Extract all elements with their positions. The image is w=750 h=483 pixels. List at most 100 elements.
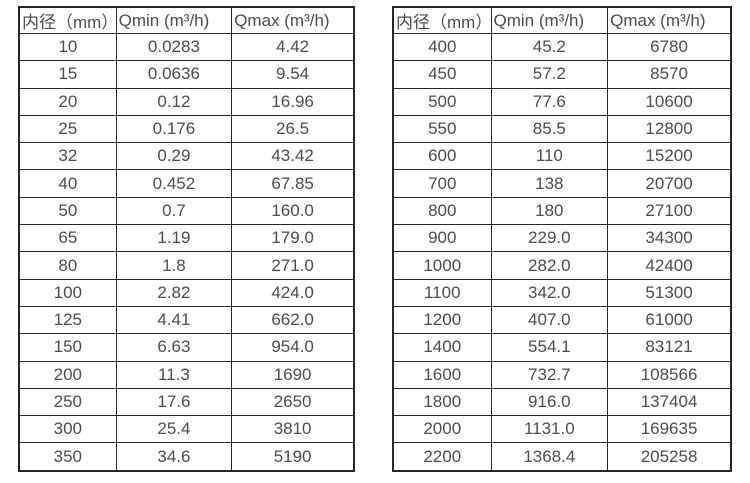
table-cell: 0.12 xyxy=(115,87,233,116)
table-cell: 1131.0 xyxy=(490,415,609,444)
column-header: Qmax (m³/h) xyxy=(231,6,355,34)
table-cell: 0.452 xyxy=(115,169,233,198)
table-cell: 160.0 xyxy=(231,196,355,226)
column-header: Qmax (m³/h) xyxy=(607,6,732,34)
table-row: 1400 554.1 83121 xyxy=(392,333,732,362)
table-row: 200 11.3 1690 xyxy=(18,360,355,389)
header-row: 内径（mm） Qmin (m³/h) Qmax (m³/h) xyxy=(18,6,355,34)
table-row: 500 77.6 10600 xyxy=(392,87,732,116)
table-row: 700 138 20700 xyxy=(392,169,732,198)
table-row: 32 0.29 43.42 xyxy=(18,142,355,171)
table-cell: 282.0 xyxy=(490,251,609,280)
column-header: 内径（mm） xyxy=(392,6,492,34)
flow-table-large-diameters: 内径（mm） Qmin (m³/h) Qmax (m³/h) 400 45.2 6780 4… xyxy=(392,6,732,472)
table-cell: 800 xyxy=(392,196,492,226)
table-row: 25 0.176 26.5 xyxy=(18,114,355,144)
table-row: 40 0.452 67.85 xyxy=(18,169,355,198)
table-row: 900 229.0 34300 xyxy=(392,224,732,253)
table-row: 550 85.5 12800 xyxy=(392,114,732,144)
table-cell: 700 xyxy=(392,169,492,198)
table-cell: 0.7 xyxy=(115,196,233,226)
table-cell: 1.8 xyxy=(115,251,233,280)
table-cell: 61000 xyxy=(607,305,732,335)
table-cell: 32 xyxy=(18,142,117,171)
table-cell: 125 xyxy=(18,305,117,335)
table-row: 2000 1131.0 169635 xyxy=(392,415,732,444)
table-row: 20 0.12 16.96 xyxy=(18,87,355,116)
table-cell: 1690 xyxy=(231,360,355,389)
table-cell: 16.96 xyxy=(231,87,355,116)
table-cell: 1800 xyxy=(392,387,492,417)
table-cell: 6780 xyxy=(607,32,732,62)
table-cell: 0.29 xyxy=(115,142,233,171)
table-cell: 2.82 xyxy=(115,278,233,307)
table-cell: 2650 xyxy=(231,387,355,417)
table-cell: 25.4 xyxy=(115,415,233,444)
table-row: 400 45.2 6780 xyxy=(392,32,732,62)
table-row: 300 25.4 3810 xyxy=(18,415,355,444)
table-cell: 50 xyxy=(18,196,117,226)
table-cell: 34.6 xyxy=(115,442,233,472)
table-cell: 2200 xyxy=(392,442,492,472)
table-cell: 271.0 xyxy=(231,251,355,280)
table-cell: 554.1 xyxy=(490,333,609,362)
table-cell: 40 xyxy=(18,169,117,198)
table-cell: 25 xyxy=(18,114,117,144)
table-cell: 1100 xyxy=(392,278,492,307)
table-cell: 150 xyxy=(18,333,117,362)
table-cell: 110 xyxy=(490,142,609,171)
table-cell: 205258 xyxy=(607,442,732,472)
table-cell: 916.0 xyxy=(490,387,609,417)
table-row: 50 0.7 160.0 xyxy=(18,196,355,226)
table-cell: 600 xyxy=(392,142,492,171)
table-row: 1200 407.0 61000 xyxy=(392,305,732,335)
table-row: 800 180 27100 xyxy=(392,196,732,226)
table-cell: 100 xyxy=(18,278,117,307)
table-cell: 400 xyxy=(392,32,492,62)
table-cell: 57.2 xyxy=(490,60,609,89)
table-cell: 42400 xyxy=(607,251,732,280)
table-cell: 80 xyxy=(18,251,117,280)
table-cell: 2000 xyxy=(392,415,492,444)
table-cell: 9.54 xyxy=(231,60,355,89)
header-row: 内径（mm） Qmin (m³/h) Qmax (m³/h) xyxy=(392,6,732,34)
table-cell: 900 xyxy=(392,224,492,253)
table-cell: 10600 xyxy=(607,87,732,116)
table-cell: 1200 xyxy=(392,305,492,335)
column-header: Qmin (m³/h) xyxy=(115,6,233,34)
table-row: 450 57.2 8570 xyxy=(392,60,732,89)
table-cell: 27100 xyxy=(607,196,732,226)
table-cell: 83121 xyxy=(607,333,732,362)
table-cell: 1600 xyxy=(392,360,492,389)
table-cell: 6.63 xyxy=(115,333,233,362)
table-cell: 350 xyxy=(18,442,117,472)
table-row: 2200 1368.4 205258 xyxy=(392,442,732,472)
table-cell: 85.5 xyxy=(490,114,609,144)
table-row: 100 2.82 424.0 xyxy=(18,278,355,307)
table-cell: 450 xyxy=(392,60,492,89)
column-header: Qmin (m³/h) xyxy=(490,6,609,34)
table-cell: 1.19 xyxy=(115,224,233,253)
table-cell: 4.41 xyxy=(115,305,233,335)
table-cell: 43.42 xyxy=(231,142,355,171)
table-cell: 229.0 xyxy=(490,224,609,253)
table-cell: 77.6 xyxy=(490,87,609,116)
table-cell: 1400 xyxy=(392,333,492,362)
table-row: 1800 916.0 137404 xyxy=(392,387,732,417)
column-header: 内径（mm） xyxy=(18,6,117,34)
table-cell: 407.0 xyxy=(490,305,609,335)
table-cell: 342.0 xyxy=(490,278,609,307)
table-cell: 954.0 xyxy=(231,333,355,362)
table-cell: 20700 xyxy=(607,169,732,198)
table-cell: 662.0 xyxy=(231,305,355,335)
table-cell: 250 xyxy=(18,387,117,417)
table-cell: 137404 xyxy=(607,387,732,417)
table-cell: 15200 xyxy=(607,142,732,171)
table-row: 250 17.6 2650 xyxy=(18,387,355,417)
table-cell: 34300 xyxy=(607,224,732,253)
table-cell: 67.85 xyxy=(231,169,355,198)
table-cell: 424.0 xyxy=(231,278,355,307)
table-row: 150 6.63 954.0 xyxy=(18,333,355,362)
table-cell: 10 xyxy=(18,32,117,62)
